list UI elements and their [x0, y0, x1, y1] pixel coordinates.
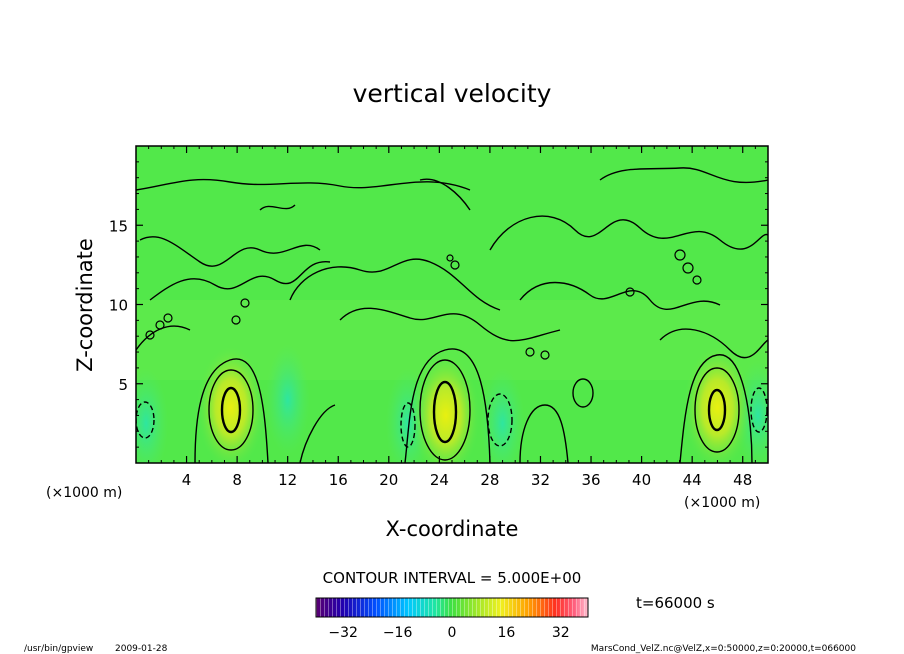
downdraft-region-1 [265, 344, 310, 455]
x-tick-label-4: 20 [379, 471, 398, 489]
footer-date: 2009-01-28 [115, 644, 168, 654]
y-tick-label-1: 10 [109, 297, 128, 315]
x-tick-label-2: 12 [278, 471, 297, 489]
updraft-core-0 [196, 345, 265, 463]
updraft-core-1 [411, 353, 480, 463]
x-axis: 4 8 12 16 20 24 28 32 36 40 44 48 [148, 146, 756, 489]
x-tick-label-3: 16 [329, 471, 348, 489]
contour-lines [136, 167, 768, 463]
y-tick-label-2: 15 [109, 217, 128, 235]
x-tick-label-7: 32 [531, 471, 550, 489]
colorbar-frame [315, 597, 589, 618]
x-tick-label-8: 36 [581, 471, 600, 489]
x-tick-label-11: 48 [733, 471, 752, 489]
x-tick-label-1: 8 [232, 471, 242, 489]
x-unit-left: (×1000 m) [46, 485, 122, 501]
colorbar-tick-label-1: −16 [383, 625, 413, 641]
field-blobs [136, 344, 768, 463]
footer-program: /usr/bin/gpview [24, 644, 93, 654]
colorbar-tick-label-2: 0 [448, 625, 457, 641]
colorbar: −32 −16 0 16 32 [315, 597, 589, 641]
x-tick-label-5: 24 [430, 471, 449, 489]
colorbar-ticks: −32 −16 0 16 32 [328, 625, 569, 641]
colorbar-tick-label-0: −32 [328, 625, 358, 641]
y-axis: 5 10 15 [109, 161, 768, 448]
time-text: t=66000 s [636, 594, 715, 612]
colorbar-tick-label-4: 32 [552, 625, 570, 641]
contour-interval-text: CONTOUR INTERVAL = 5.000E+00 [323, 569, 582, 587]
x-tick-label-6: 28 [480, 471, 499, 489]
plot-area [136, 146, 768, 463]
updraft-core-2 [683, 345, 752, 463]
y-axis-label: Z-coordinate [73, 238, 97, 372]
x-tick-label-0: 4 [182, 471, 192, 489]
downdraft-region-0 [136, 368, 169, 463]
x-tick-label-9: 40 [632, 471, 651, 489]
y-tick-label-0: 5 [118, 376, 128, 394]
colorbar-tick-label-3: 16 [497, 625, 515, 641]
x-tick-label-10: 44 [683, 471, 702, 489]
footer-source: MarsCond_VelZ.nc@VelZ,x=0:50000,z=0:2000… [591, 644, 856, 654]
x-unit-right: (×1000 m) [684, 495, 760, 511]
x-axis-label: X-coordinate [386, 517, 519, 541]
chart-title: vertical velocity [353, 79, 552, 108]
